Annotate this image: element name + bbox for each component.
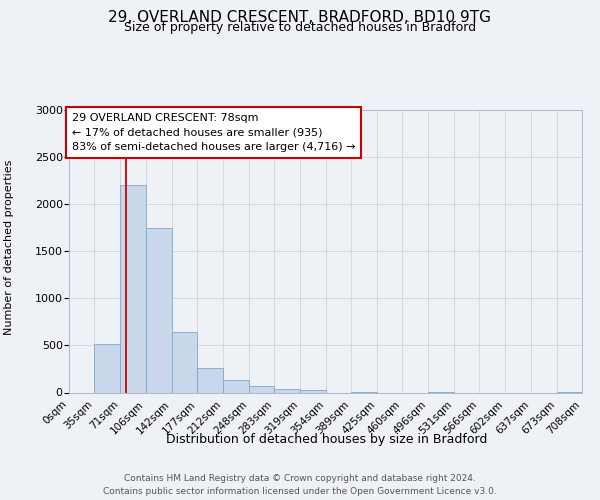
Text: Distribution of detached houses by size in Bradford: Distribution of detached houses by size …	[166, 432, 488, 446]
Text: Contains HM Land Registry data © Crown copyright and database right 2024.: Contains HM Land Registry data © Crown c…	[124, 474, 476, 483]
Text: 29 OVERLAND CRESCENT: 78sqm
← 17% of detached houses are smaller (935)
83% of se: 29 OVERLAND CRESCENT: 78sqm ← 17% of det…	[72, 113, 355, 152]
Text: 29, OVERLAND CRESCENT, BRADFORD, BD10 9TG: 29, OVERLAND CRESCENT, BRADFORD, BD10 9T…	[109, 10, 491, 25]
Bar	[274, 389, 300, 392]
Bar	[146, 228, 172, 392]
Bar	[172, 332, 197, 392]
Bar	[121, 186, 146, 392]
Text: Number of detached properties: Number of detached properties	[4, 160, 14, 335]
Bar	[223, 380, 248, 392]
Bar	[248, 386, 274, 392]
Text: Size of property relative to detached houses in Bradford: Size of property relative to detached ho…	[124, 22, 476, 35]
Bar	[300, 390, 325, 392]
Text: Contains public sector information licensed under the Open Government Licence v3: Contains public sector information licen…	[103, 486, 497, 496]
Bar	[197, 368, 223, 392]
Bar	[94, 344, 121, 393]
